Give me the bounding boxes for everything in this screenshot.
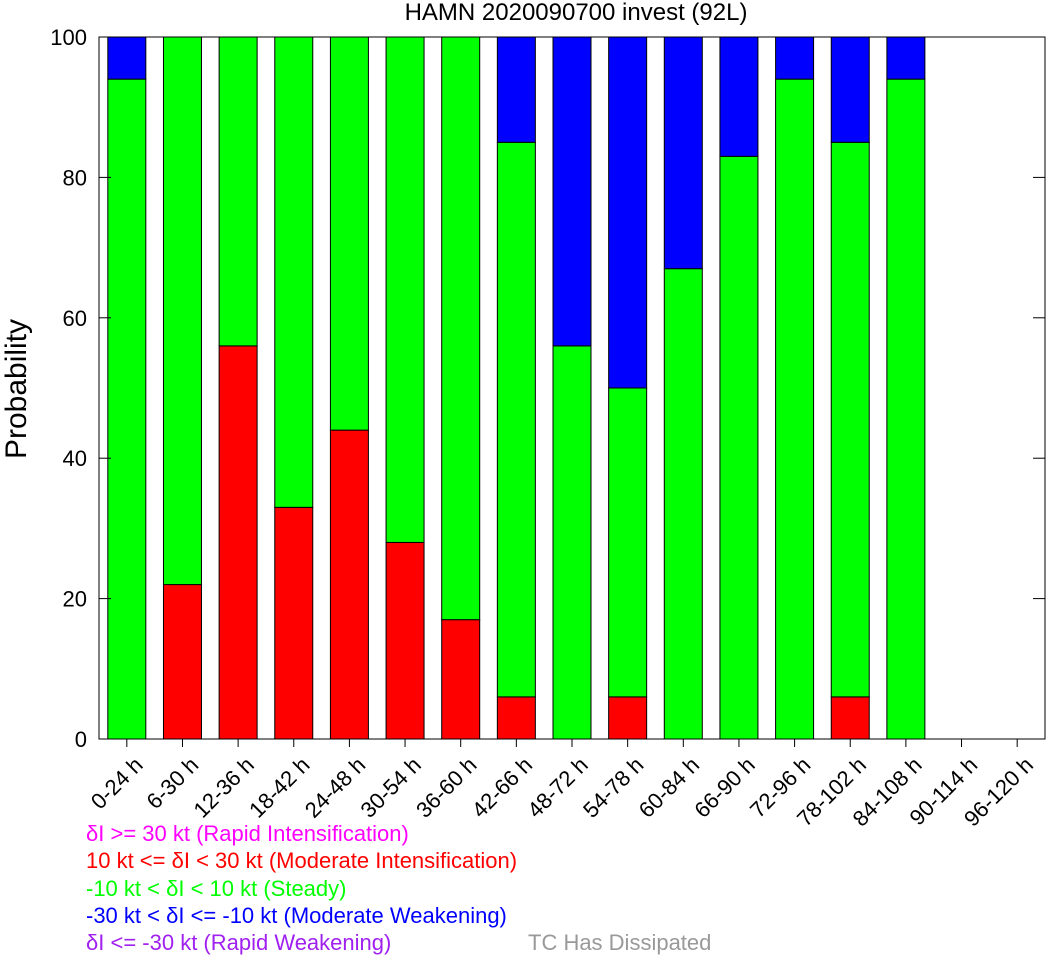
bar-segment-steady-6 xyxy=(441,36,481,621)
bar-segment-moderate-intensification-13 xyxy=(830,696,870,740)
bar-segment-steady-1 xyxy=(162,36,202,586)
x-tick-label: 12-36 h xyxy=(189,752,259,822)
bar-segment-moderate-weakening-0 xyxy=(107,36,147,80)
x-tick-label: 18-42 h xyxy=(244,752,314,822)
bar-segment-steady-0 xyxy=(107,78,147,740)
bar-group xyxy=(107,36,926,740)
bar-segment-moderate-weakening-10 xyxy=(663,36,703,270)
bar-segment-steady-7 xyxy=(496,141,536,698)
y-tick-label: 60 xyxy=(63,306,87,331)
chart-title: HAMN 2020090700 invest (92L) xyxy=(405,0,748,26)
legend-tc-dissipated: TC Has Dissipated xyxy=(528,930,712,955)
x-tick-label: 66-90 h xyxy=(689,752,759,822)
legend-rapid-weakening: δI <= -30 kt (Rapid Weakening) xyxy=(86,930,392,955)
x-tick-label: 48-72 h xyxy=(522,752,592,822)
bar-segment-steady-12 xyxy=(775,78,815,740)
bar-segment-steady-11 xyxy=(719,155,759,740)
bar-segment-moderate-intensification-2 xyxy=(218,345,258,740)
bar-segment-steady-5 xyxy=(385,36,425,543)
legend-steady: -10 kt < δI < 10 kt (Steady) xyxy=(86,876,347,901)
y-tick-label: 80 xyxy=(63,165,87,190)
y-tick-labels: 0 20 40 60 80 100 xyxy=(50,25,87,752)
y-tick-label: 40 xyxy=(63,446,87,471)
bar-segment-moderate-weakening-11 xyxy=(719,36,759,157)
legend-moderate-weakening: -30 kt < δI <= -10 kt (Moderate Weakenin… xyxy=(86,903,507,928)
legend-rapid-intensification: δI >= 30 kt (Rapid Intensification) xyxy=(86,821,409,846)
bar-segment-steady-10 xyxy=(663,268,703,740)
bar-segment-moderate-weakening-13 xyxy=(830,36,870,143)
bar-segment-moderate-intensification-1 xyxy=(162,584,202,740)
bar-segment-steady-3 xyxy=(274,36,314,508)
bar-segment-steady-2 xyxy=(218,36,258,347)
x-tick-label: 42-66 h xyxy=(467,752,537,822)
x-tick-label: 24-48 h xyxy=(300,752,370,822)
bar-segment-steady-14 xyxy=(886,78,926,740)
bar-segment-moderate-intensification-4 xyxy=(329,429,369,740)
bar-segment-moderate-intensification-7 xyxy=(496,696,536,740)
y-tick-label: 20 xyxy=(63,587,87,612)
bar-segment-moderate-intensification-5 xyxy=(385,541,425,740)
x-tick-label: 60-84 h xyxy=(634,752,704,822)
x-tick-label: 30-54 h xyxy=(355,752,425,822)
bar-segment-moderate-weakening-9 xyxy=(608,36,648,389)
y-tick-label: 100 xyxy=(50,25,87,50)
x-tick-label: 0-24 h xyxy=(86,752,148,814)
bar-segment-steady-4 xyxy=(329,36,369,431)
bar-segment-steady-13 xyxy=(830,141,870,698)
x-tick-label: 54-78 h xyxy=(578,752,648,822)
bar-segment-moderate-intensification-3 xyxy=(274,506,314,740)
axes xyxy=(98,36,1046,747)
bar-segment-moderate-intensification-6 xyxy=(441,619,481,740)
bar-segment-moderate-weakening-7 xyxy=(496,36,536,143)
x-tick-labels: 0-24 h6-30 h12-36 h18-42 h24-48 h30-54 h… xyxy=(86,752,1038,831)
bar-segment-moderate-weakening-14 xyxy=(886,36,926,80)
bar-segment-steady-8 xyxy=(552,345,592,740)
bar-segment-steady-9 xyxy=(608,387,648,698)
bar-segment-moderate-weakening-8 xyxy=(552,36,592,347)
y-tick-label: 0 xyxy=(75,727,87,752)
x-tick-label: 36-60 h xyxy=(411,752,481,822)
legend-moderate-intensification: 10 kt <= δI < 30 kt (Moderate Intensific… xyxy=(86,848,518,873)
bar-segment-moderate-intensification-9 xyxy=(608,696,648,740)
y-axis-label: Probability xyxy=(0,319,33,459)
bar-segment-moderate-weakening-12 xyxy=(775,36,815,80)
